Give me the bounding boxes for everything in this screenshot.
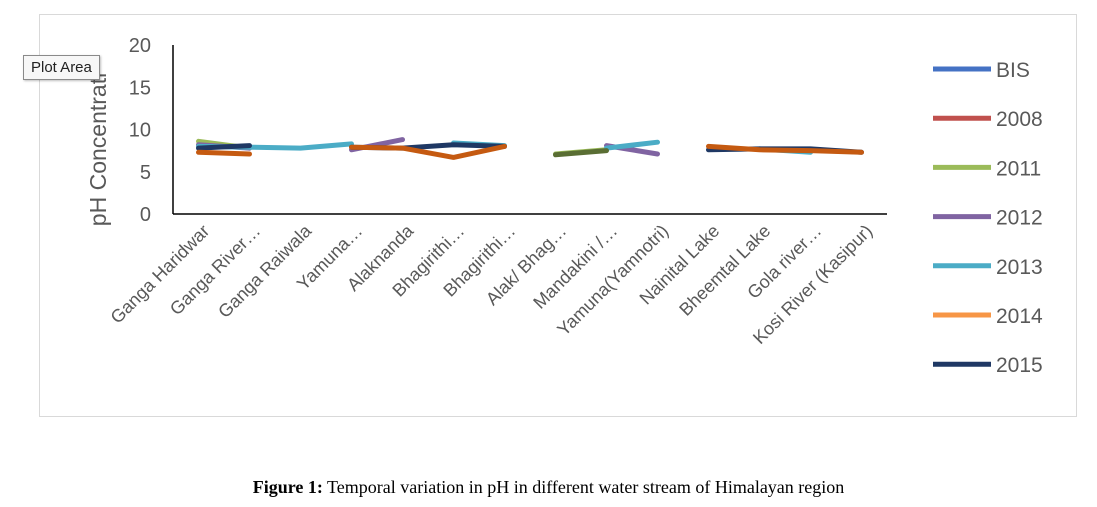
series-line-unlabeled [553,148,609,158]
caption-label: Figure 1: [252,477,323,497]
plot-area-tooltip: Plot Area [23,55,100,80]
y-tick-label: 0 [140,204,151,226]
legend-label: 2012 [996,207,1043,230]
chart-area[interactable]: 0 5 10 15 20 pH Concentrati Ganga Haridwar Gang… [39,14,1077,417]
series-line-unlabeled [349,143,507,160]
y-tick-label: 20 [129,35,151,57]
legend-label: 2008 [996,108,1043,131]
series-line-2013 [604,139,660,151]
figure-caption: Figure 1: Temporal variation in pH in di… [0,477,1097,498]
y-tick-label: 10 [129,120,151,142]
legend-label: 2015 [996,354,1043,377]
y-tick-label: 5 [140,162,151,184]
x-tick-label: Bheemtal Lake [675,221,774,320]
series-line-unlabeled [706,143,864,155]
series-line-2015 [196,143,252,151]
series-line-unlabeled [196,149,252,157]
legend-label: 2011 [996,157,1041,180]
x-tick-label: Ganga River… [166,221,264,319]
legend-label: BIS [996,59,1030,82]
legend-label: 2014 [996,305,1043,328]
y-tick-label: 15 [129,77,151,99]
caption-text: Temporal variation in pH in different wa… [322,477,845,497]
y-axis-title: pH Concentrati [85,73,111,226]
legend-label: 2013 [996,256,1043,279]
